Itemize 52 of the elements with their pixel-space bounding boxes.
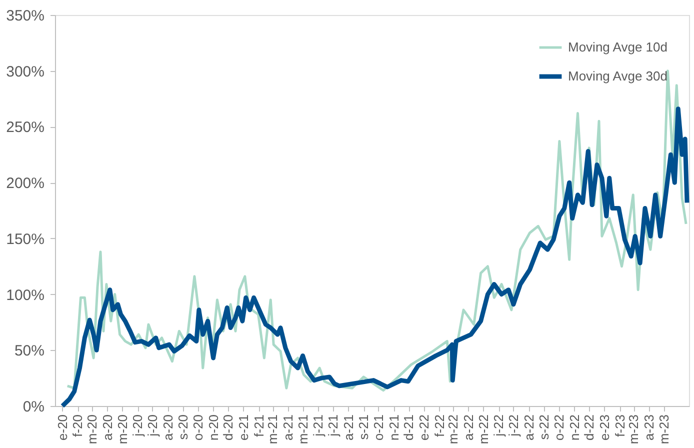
x-tick-label: e-20 xyxy=(54,414,70,441)
x-tick-label: m-22 xyxy=(476,414,491,444)
x-tick-label: j-21 xyxy=(310,414,326,438)
y-tick-label: 0% xyxy=(22,398,44,416)
x-tick-label: a-22 xyxy=(460,414,476,441)
x-tick-label: a-20 xyxy=(160,414,176,441)
x-tick-label: o-20 xyxy=(190,414,206,441)
x-tick-label: j-20 xyxy=(144,414,160,438)
x-tick-label: j-22 xyxy=(491,414,506,438)
x-tick-label: n-22 xyxy=(566,414,582,441)
x-tick-label: m-21 xyxy=(265,414,280,444)
x-tick-label: j-20 xyxy=(130,414,146,438)
x-tick-label: f-21 xyxy=(251,414,266,437)
x-tick-label: e-22 xyxy=(416,414,432,441)
x-tick-label: s-22 xyxy=(536,414,552,440)
y-tick-label: 300% xyxy=(6,63,44,80)
x-tick-label: s-20 xyxy=(176,414,191,440)
x-tick-label: m-22 xyxy=(446,414,461,444)
x-tick-label: a-20 xyxy=(100,414,115,441)
x-tick-label: s-21 xyxy=(356,414,372,440)
x-tick-label: m-21 xyxy=(295,414,310,444)
x-tick-label: f-23 xyxy=(612,414,628,437)
x-tick-label: o-22 xyxy=(551,414,566,441)
x-tick-label: m-23 xyxy=(656,414,672,444)
y-tick-label: 100% xyxy=(6,286,44,304)
legend-label: Moving Avge 30d xyxy=(568,68,668,84)
y-tick-label: 350% xyxy=(6,8,44,24)
x-tick-label: n-20 xyxy=(206,414,221,441)
x-tick-label: j-22 xyxy=(506,414,521,438)
x-tick-label: e-21 xyxy=(236,414,251,441)
x-tick-label: e-23 xyxy=(596,414,612,441)
y-tick-label: 200% xyxy=(6,175,44,192)
x-tick-label: o-21 xyxy=(370,414,386,441)
x-tick-label: f-20 xyxy=(70,414,86,437)
line-series xyxy=(60,106,690,408)
x-tick-label: m-23 xyxy=(626,414,642,444)
x-tick-label: a-21 xyxy=(280,414,296,441)
x-tick-label: a-23 xyxy=(641,414,656,441)
y-tick-label: 150% xyxy=(6,230,44,248)
x-tick-label: m-20 xyxy=(114,414,130,444)
x-tick-label: d-20 xyxy=(220,414,236,441)
x-tick-label: j-21 xyxy=(325,414,340,438)
x-tick-label: f-22 xyxy=(432,414,447,437)
x-tick-label: n-21 xyxy=(386,414,402,441)
x-tick-label: a-21 xyxy=(340,414,356,441)
x-tick-label: d-22 xyxy=(582,414,597,441)
y-tick-label: 250% xyxy=(6,119,44,136)
legend-label: Moving Avge 10d xyxy=(568,40,668,54)
x-tick-label: a-22 xyxy=(521,414,536,441)
x-tick-label: m-20 xyxy=(84,414,100,444)
y-tick-label: 50% xyxy=(14,342,44,360)
x-tick-label: d-21 xyxy=(401,414,416,441)
